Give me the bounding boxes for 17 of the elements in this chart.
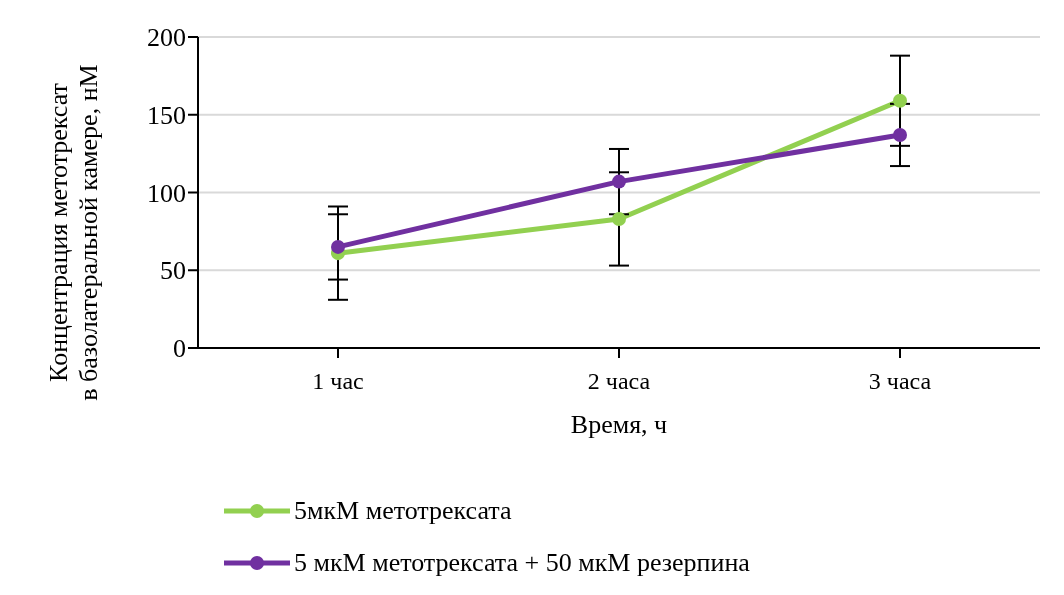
legend-label: 5 мкМ метотрексата + 50 мкМ резерпина — [294, 548, 750, 578]
x-tick-label: 1 час — [312, 368, 364, 395]
legend-label: 5мкМ метотрексата — [294, 496, 512, 526]
y-tick-label: 150 — [147, 100, 186, 130]
y-tick-label: 0 — [173, 334, 186, 364]
y-tick-label: 50 — [160, 256, 186, 286]
point — [612, 211, 626, 226]
x-tick-label: 3 часа — [868, 368, 932, 395]
point — [893, 127, 907, 142]
x-axis-title: Время, ч — [570, 410, 668, 439]
x-tick-label: 2 часа — [587, 368, 651, 395]
y-tick-label: 200 — [147, 23, 186, 53]
point — [612, 174, 626, 189]
point — [893, 93, 907, 108]
y-tick-label: 100 — [147, 178, 186, 208]
point — [331, 239, 345, 254]
y-axis-title: Концентрация метотрексат в базолатеральной камере, нМ — [44, 64, 103, 401]
